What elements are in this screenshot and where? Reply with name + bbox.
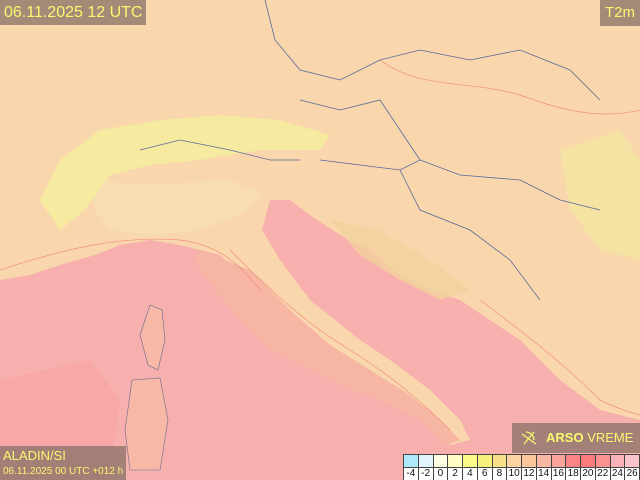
brand-arso: ARSO — [546, 430, 584, 445]
legend-cell: -2 — [418, 455, 434, 480]
legend-tick: 22 — [597, 468, 609, 479]
po-valley — [90, 180, 265, 235]
legend-swatch — [595, 455, 610, 468]
legend-tick: 10 — [508, 468, 520, 479]
legend-cell: 22 — [595, 455, 611, 480]
legend-swatch — [418, 455, 433, 468]
legend-cell: 16 — [551, 455, 567, 480]
alps — [40, 115, 330, 230]
legend-cell: 2 — [448, 455, 463, 480]
legend-tick: 8 — [496, 468, 503, 479]
legend-cell: -4 — [404, 455, 419, 480]
italy-peninsula — [195, 250, 460, 446]
legend-swatch — [566, 455, 580, 468]
legend-swatch — [492, 455, 507, 468]
legend-cell: 10 — [507, 455, 522, 480]
legend-swatch — [551, 455, 566, 468]
legend-swatch — [477, 455, 492, 468]
legend-tick: -4 — [406, 468, 416, 479]
legend-tick: 16 — [552, 468, 564, 479]
legend-tick: -2 — [421, 468, 431, 479]
legend-swatch — [433, 455, 448, 468]
land-mass — [0, 0, 640, 445]
parameter-label: T2m — [600, 0, 640, 26]
arso-logo-icon — [520, 430, 540, 446]
legend-tick: 12 — [523, 468, 535, 479]
model-name: ALADIN/SI — [3, 448, 66, 463]
legend-tick: 0 — [437, 468, 444, 479]
legend-swatch — [581, 455, 595, 468]
legend-tick: 24 — [611, 468, 623, 479]
legend-tick: 14 — [538, 468, 550, 479]
legend-cell: 26 — [625, 455, 640, 480]
legend-cell: 0 — [433, 455, 449, 480]
legend-tick: 18 — [567, 468, 579, 479]
legend-swatch — [463, 455, 477, 468]
legend-swatch — [610, 455, 625, 468]
legend-tick: 4 — [467, 468, 473, 479]
legend-swatch — [522, 455, 536, 468]
legend-tick: 20 — [582, 468, 594, 479]
borders — [139, 0, 601, 301]
legend-tick: 26 — [626, 468, 638, 479]
model-run: 06.11.2025 00 UTC +012 h — [3, 466, 124, 477]
legend-cell: 12 — [522, 455, 537, 480]
temperature-legend: -4 -2 0 2 4 6 8 10 12 14 16 18 20 22 24 26 — [403, 454, 640, 480]
arso-branding: ARSO VREME — [512, 423, 640, 453]
sardinia — [124, 377, 169, 471]
dinaric — [330, 220, 470, 300]
legend-cell: 14 — [536, 455, 552, 480]
legend-cell: 6 — [477, 455, 493, 480]
corsica — [139, 304, 166, 371]
isotherms — [0, 59, 640, 431]
valid-time-label: 06.11.2025 12 UTC — [0, 0, 147, 25]
legend-swatch — [404, 455, 418, 468]
balkan-highlands — [560, 130, 640, 260]
model-info: ALADIN/SI 06.11.2025 00 UTC +012 h — [0, 446, 127, 480]
legend-cell: 20 — [581, 455, 596, 480]
legend-swatch — [536, 455, 551, 468]
legend-cell: 8 — [492, 455, 508, 480]
legend-tick: 2 — [452, 468, 458, 479]
legend-swatch — [625, 455, 639, 468]
legend-swatch — [448, 455, 462, 468]
legend-cell: 18 — [566, 455, 581, 480]
brand-vreme: VREME — [587, 430, 634, 445]
legend-tick: 6 — [481, 468, 488, 479]
legend-cell: 4 — [463, 455, 478, 480]
legend-swatch — [507, 455, 521, 468]
legend-cell: 24 — [610, 455, 626, 480]
